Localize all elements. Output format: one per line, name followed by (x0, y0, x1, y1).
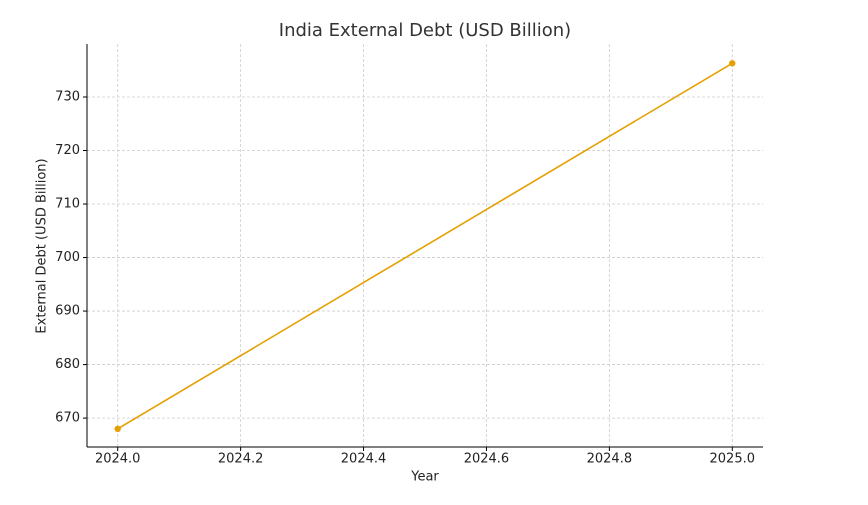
chart-title: India External Debt (USD Billion) (279, 20, 571, 41)
y-tick-label: 730 (55, 89, 80, 104)
y-tick-label: 710 (55, 197, 80, 212)
y-tick-label: 720 (55, 143, 80, 158)
x-tick-label: 2024.2 (218, 452, 264, 467)
x-tick-label: 2024.6 (464, 452, 510, 467)
x-axis-label: Year (410, 470, 439, 485)
x-tick-label: 2024.4 (341, 452, 387, 467)
data-point (114, 425, 121, 433)
x-tick-label: 2024.0 (95, 452, 141, 467)
y-tick-label: 690 (55, 304, 80, 319)
y-tick-label: 700 (55, 250, 80, 265)
data-point (729, 60, 736, 67)
y-tick-label: 680 (55, 357, 80, 372)
x-tick-label: 2024.8 (587, 452, 633, 467)
y-axis-label: External Debt (USD Billion) (35, 158, 50, 333)
y-tick-label: 670 (55, 411, 80, 426)
data-line (117, 62, 733, 430)
x-tick-label: 2025.0 (710, 452, 756, 467)
